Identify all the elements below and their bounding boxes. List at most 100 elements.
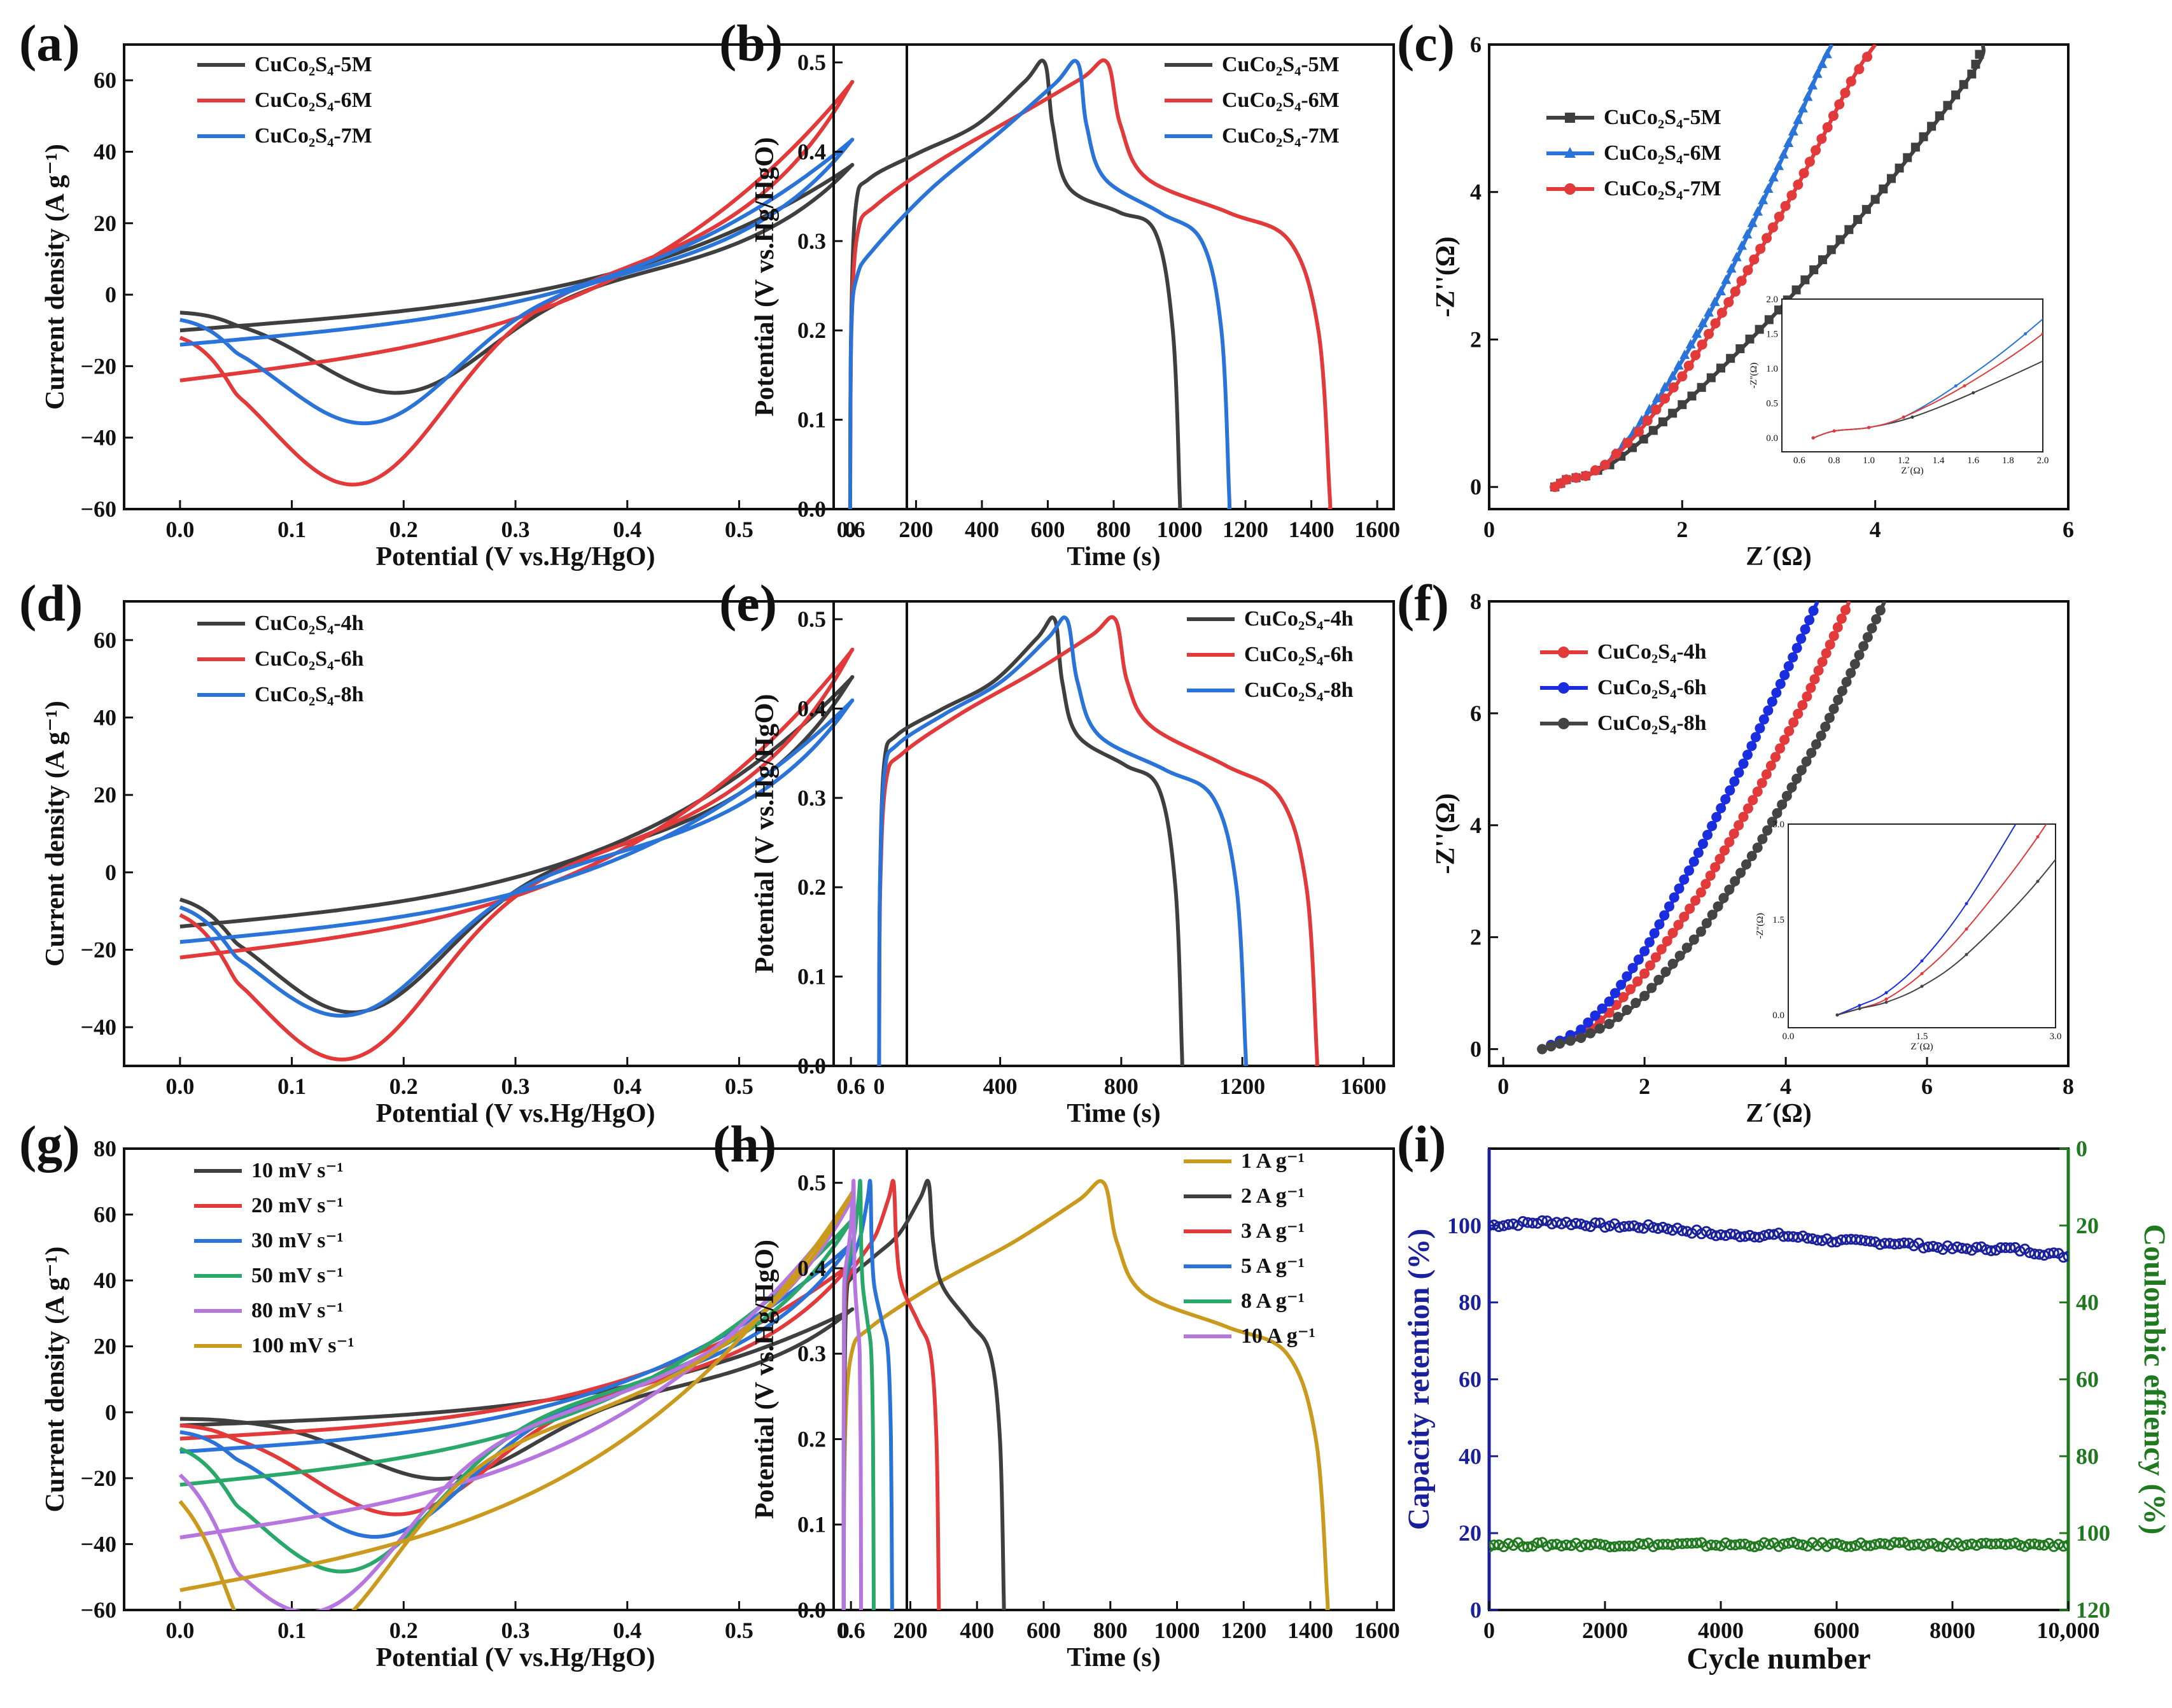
series-marker bbox=[1768, 1229, 1779, 1240]
series-marker bbox=[1772, 808, 1783, 818]
series-marker bbox=[1755, 243, 1766, 254]
plot-frame bbox=[1488, 43, 2070, 510]
y-tick-label: 0.3 bbox=[797, 1341, 826, 1366]
x-tick-label: 0 bbox=[873, 1074, 885, 1099]
y-tick-label: 80 bbox=[1459, 1290, 1482, 1315]
y-tick-label: 0.1 bbox=[797, 407, 826, 433]
series-marker bbox=[1798, 168, 1809, 179]
series-marker bbox=[1683, 360, 1694, 371]
x-tick-label: 0 bbox=[844, 517, 856, 542]
series-marker bbox=[1498, 1220, 1510, 1231]
y-tick-label: 0.2 bbox=[797, 874, 826, 900]
y-tick-label: 40 bbox=[94, 705, 116, 731]
series-marker bbox=[1802, 91, 1813, 101]
series-marker bbox=[1728, 829, 1739, 839]
series-marker bbox=[1741, 859, 1751, 870]
series-marker bbox=[1716, 286, 1726, 296]
series-marker bbox=[2063, 1539, 2068, 1551]
inset-marker bbox=[1884, 991, 1888, 995]
inset-x-tick-label: 3.0 bbox=[2050, 1032, 2062, 1042]
panel-i: (i) 0 2000 4000 6000 8000 10,000 0 20 40 60 80 100 0 2… bbox=[1397, 1115, 2171, 1676]
inset-marker bbox=[1832, 429, 1836, 433]
series-marker bbox=[1807, 80, 1818, 90]
y-axis-title: Current density (A g⁻¹) bbox=[41, 144, 70, 410]
series-marker bbox=[1656, 944, 1667, 955]
panel-c: (c) 0 2 4 6 0 2 4 6 Z´(Ω) -Z''(Ω) CuCo₂S₄-5M CuCo₂S₄… bbox=[1397, 14, 2140, 571]
plot-frame bbox=[832, 1147, 1395, 1611]
y-tick-label: 0 bbox=[1470, 474, 1482, 500]
series-marker bbox=[1809, 674, 1820, 685]
series-marker bbox=[1951, 90, 1961, 100]
series-marker bbox=[1576, 1033, 1587, 1044]
series-marker bbox=[1546, 1041, 1557, 1052]
inset-marker bbox=[2108, 785, 2111, 788]
series-marker bbox=[1702, 829, 1713, 840]
y2-axis-title: Coulombic effiency (%) bbox=[2138, 1224, 2171, 1535]
series-marker bbox=[1731, 251, 1742, 262]
legend-marker bbox=[1564, 183, 1576, 195]
series-marker bbox=[1725, 1228, 1736, 1240]
inset-marker bbox=[2137, 253, 2140, 256]
series-marker bbox=[1779, 734, 1790, 745]
series-marker bbox=[1748, 795, 1758, 806]
series-marker bbox=[1862, 632, 1873, 643]
series-marker bbox=[1967, 69, 1977, 79]
y-tick-label: 60 bbox=[94, 67, 116, 93]
inset-marker bbox=[2108, 721, 2111, 724]
series-marker bbox=[1726, 263, 1737, 273]
x-tick-label: 400 bbox=[965, 517, 999, 542]
series-marker bbox=[1639, 434, 1648, 444]
inset-x-tick-label: 2.0 bbox=[2037, 456, 2049, 466]
series-marker bbox=[1645, 960, 1656, 971]
series-marker bbox=[1943, 101, 1952, 110]
y-tick-label: 40 bbox=[1459, 1443, 1482, 1469]
x-tick-label: 1600 bbox=[1354, 1618, 1400, 1643]
series-marker bbox=[1517, 1216, 1529, 1228]
inset-marker bbox=[1954, 384, 1958, 388]
inset-frame bbox=[1788, 823, 2056, 1028]
series-marker bbox=[1812, 68, 1823, 78]
y-tick-label: 0 bbox=[1470, 1597, 1482, 1623]
series-marker bbox=[1489, 1539, 1500, 1551]
series-marker bbox=[1580, 470, 1591, 481]
x-tick-label: 6 bbox=[1921, 1074, 1933, 1099]
series-line bbox=[877, 615, 1319, 1066]
series-marker bbox=[1704, 307, 1714, 317]
series-marker bbox=[1793, 708, 1804, 719]
series-marker bbox=[1816, 731, 1826, 741]
series-marker bbox=[1646, 983, 1657, 993]
inset-marker bbox=[1910, 415, 1914, 419]
series-marker bbox=[1849, 659, 1860, 669]
x-axis-title: Time (s) bbox=[1067, 542, 1160, 571]
series-marker bbox=[1616, 979, 1627, 990]
x-tick-label: 6000 bbox=[1814, 1618, 1860, 1643]
legend-marker bbox=[1564, 147, 1576, 158]
series-marker bbox=[1679, 911, 1690, 922]
series-marker bbox=[1560, 1539, 1572, 1551]
series-marker bbox=[1846, 1541, 1857, 1552]
series-marker bbox=[1571, 1217, 1581, 1229]
series-marker bbox=[1710, 862, 1721, 872]
series-line bbox=[179, 675, 855, 1014]
y2-tick-label: 80 bbox=[2076, 1443, 2099, 1469]
series-marker bbox=[1825, 639, 1835, 650]
x-tick-label: 1600 bbox=[1340, 1074, 1386, 1099]
series-marker bbox=[1668, 409, 1678, 418]
x-axis-title: Potential (V vs.Hg/HgO) bbox=[375, 1643, 655, 1672]
series-marker bbox=[1633, 1222, 1644, 1233]
series-marker bbox=[1688, 856, 1699, 867]
series-marker bbox=[1710, 318, 1721, 329]
inset-y-tick-label: 1.0 bbox=[1766, 364, 1778, 374]
inset-y-tick-label: 1.5 bbox=[1766, 330, 1778, 340]
series-marker bbox=[1667, 928, 1678, 939]
series-marker bbox=[1718, 893, 1729, 904]
y-tick-label: 4 bbox=[1470, 179, 1482, 205]
series-marker bbox=[1763, 1539, 1775, 1550]
panel-label: (f) bbox=[1397, 574, 1449, 632]
series-marker bbox=[1679, 874, 1690, 885]
series-marker bbox=[1797, 700, 1808, 711]
series-marker bbox=[1875, 605, 1886, 616]
x-tick-label: 1000 bbox=[1154, 1618, 1200, 1643]
series-marker bbox=[2024, 1247, 2035, 1259]
series-marker bbox=[1739, 1538, 1751, 1550]
